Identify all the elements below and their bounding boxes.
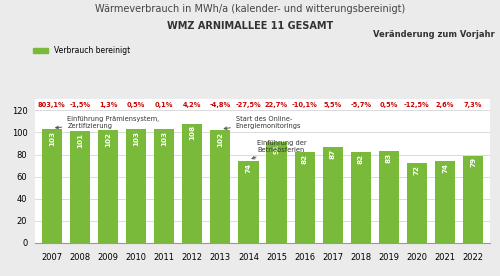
- Text: 103: 103: [49, 131, 55, 146]
- Text: 803,1%: 803,1%: [38, 102, 66, 108]
- Text: -1,5%: -1,5%: [70, 102, 90, 108]
- Bar: [322, 147, 343, 243]
- Bar: [435, 161, 455, 243]
- Bar: [126, 129, 146, 243]
- Text: Einführung der
Betriebsferien: Einführung der Betriebsferien: [252, 140, 306, 159]
- Bar: [98, 130, 118, 243]
- Text: -12,5%: -12,5%: [404, 102, 430, 108]
- Text: 74: 74: [442, 163, 448, 173]
- Bar: [154, 129, 174, 243]
- Text: 5,5%: 5,5%: [324, 102, 342, 108]
- Text: 0,5%: 0,5%: [380, 102, 398, 108]
- Text: 83: 83: [386, 153, 392, 163]
- Text: 0,5%: 0,5%: [127, 102, 146, 108]
- Text: -4,8%: -4,8%: [210, 102, 231, 108]
- Text: 108: 108: [190, 125, 196, 140]
- Text: 72: 72: [414, 165, 420, 175]
- Bar: [70, 131, 90, 243]
- Text: 4,2%: 4,2%: [183, 102, 202, 108]
- Text: Start des Online-
Energiemonitorings: Start des Online- Energiemonitorings: [224, 116, 302, 130]
- Bar: [182, 124, 203, 243]
- Text: 82: 82: [358, 154, 364, 164]
- Bar: [379, 151, 399, 243]
- Text: 1,3%: 1,3%: [99, 102, 117, 108]
- Text: 22,7%: 22,7%: [265, 102, 288, 108]
- Legend: Verbrauch bereinigt: Verbrauch bereinigt: [30, 43, 134, 58]
- Text: 102: 102: [218, 132, 224, 147]
- Bar: [463, 156, 483, 243]
- Text: 103: 103: [133, 131, 139, 146]
- Text: -10,1%: -10,1%: [292, 102, 318, 108]
- Bar: [294, 152, 314, 243]
- Text: 2,6%: 2,6%: [436, 102, 454, 108]
- Text: Einführung Prämiensystem,
Zertifizierung: Einführung Prämiensystem, Zertifizierung: [56, 116, 160, 129]
- Text: Veränderung zum Vorjahr: Veränderung zum Vorjahr: [373, 30, 494, 39]
- Text: Wärmeverbrauch in MWh/a (kalender- und witterungsbereinigt): Wärmeverbrauch in MWh/a (kalender- und w…: [95, 4, 405, 14]
- Bar: [210, 130, 231, 243]
- Text: WMZ ARNIMALLEE 11 GESAMT: WMZ ARNIMALLEE 11 GESAMT: [167, 21, 333, 31]
- Text: -27,5%: -27,5%: [236, 102, 262, 108]
- Bar: [238, 161, 258, 243]
- Bar: [266, 142, 286, 243]
- Text: -5,7%: -5,7%: [350, 102, 372, 108]
- Text: 74: 74: [246, 163, 252, 173]
- Text: 82: 82: [302, 154, 308, 164]
- Text: 102: 102: [105, 132, 111, 147]
- Text: 0,1%: 0,1%: [155, 102, 174, 108]
- Text: 91: 91: [274, 144, 280, 154]
- Text: 87: 87: [330, 148, 336, 159]
- Bar: [350, 152, 371, 243]
- Bar: [42, 129, 62, 243]
- Text: 103: 103: [161, 131, 167, 146]
- Text: 7,3%: 7,3%: [464, 102, 482, 108]
- Text: 79: 79: [470, 157, 476, 168]
- Text: 101: 101: [77, 133, 83, 148]
- Bar: [407, 163, 427, 243]
